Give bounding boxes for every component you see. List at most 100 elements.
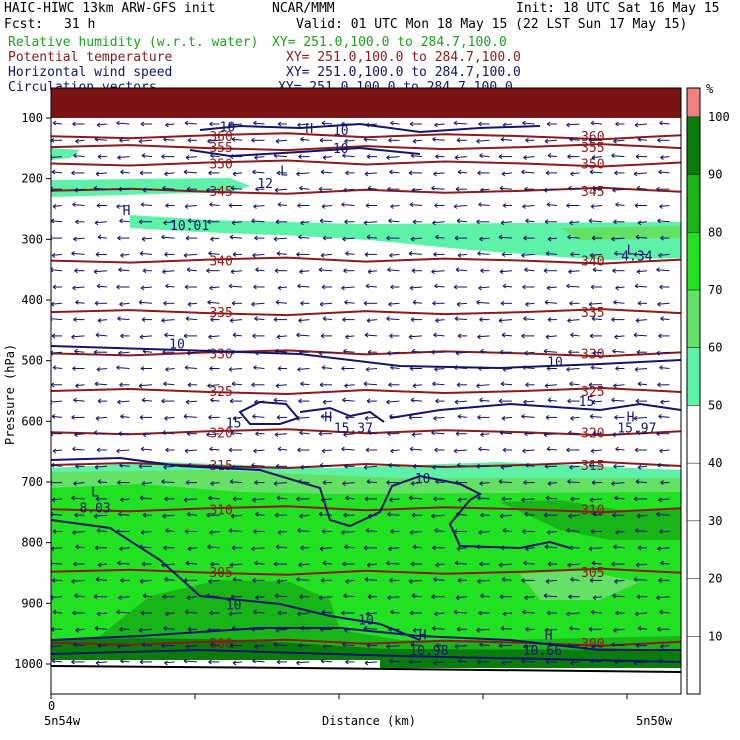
wind-vector — [589, 413, 603, 419]
wind-vector — [408, 250, 423, 256]
wind-vector — [408, 659, 422, 665]
wind-vector — [342, 153, 355, 159]
wind-vector — [96, 611, 108, 617]
wind-vector — [390, 609, 400, 615]
wind-vector — [659, 204, 670, 209]
wind-vector — [165, 122, 175, 128]
wind-vector — [363, 545, 377, 551]
wind-vector — [567, 234, 580, 240]
wind-vector — [657, 301, 670, 307]
y-tick-label: 400 — [21, 293, 43, 307]
wind-vector — [365, 447, 377, 453]
wind-vector — [321, 204, 333, 209]
wind-vector — [568, 513, 580, 519]
distance-axis: 0 5n54w 5n50w Distance (km) — [44, 694, 673, 728]
wind-vector — [525, 382, 535, 388]
wind-vector — [322, 155, 333, 161]
wind-vector — [592, 350, 603, 356]
wind-vector — [659, 120, 670, 126]
wind-vector — [570, 332, 580, 338]
theta-contour-label: 340 — [209, 255, 232, 270]
wind-vector — [118, 431, 130, 437]
wind-vector — [390, 529, 400, 534]
wind-vector — [165, 611, 175, 617]
wind-vector — [209, 530, 220, 535]
wind-vector — [251, 546, 265, 552]
wind-vector — [251, 301, 265, 307]
wind-vector — [344, 138, 355, 144]
wind-vector — [525, 626, 535, 632]
wind-vector — [633, 251, 647, 257]
wind-vector — [615, 285, 625, 291]
wind-vector — [611, 642, 625, 648]
wind-vector — [498, 318, 513, 324]
theta-contour-label: 335 — [581, 306, 604, 321]
wind-vector — [390, 120, 400, 126]
wind-vector — [633, 415, 648, 421]
wind-vector — [633, 332, 648, 338]
wind-vector — [476, 627, 490, 633]
wind-vector — [52, 365, 63, 370]
wind-vector — [524, 431, 535, 437]
wind-vector — [637, 381, 648, 387]
wind-vector — [432, 464, 445, 470]
wind-vector — [386, 480, 400, 486]
wind-vector — [636, 430, 648, 436]
wind-vector — [633, 576, 648, 582]
wind-vector — [251, 137, 265, 143]
wind-vector — [186, 350, 198, 356]
wind-vector — [185, 480, 197, 486]
y-tick-label: 300 — [21, 232, 43, 246]
wind-vector — [589, 252, 603, 258]
wind-vector — [365, 283, 378, 289]
wind-vector — [207, 219, 220, 225]
wind-vector — [297, 611, 310, 617]
wind-vector — [611, 481, 625, 487]
wind-vector — [591, 480, 602, 486]
wind-vector — [228, 367, 243, 372]
wind-vector — [209, 446, 220, 452]
wind-vector — [276, 495, 288, 501]
wind-vector — [590, 448, 603, 454]
wind-vector — [165, 283, 175, 289]
wind-vector — [566, 283, 580, 289]
theta-contour-label: 345 — [209, 185, 232, 200]
y-tick-label: 100 — [21, 111, 43, 125]
wind-vector — [230, 513, 243, 519]
wind-vector — [255, 431, 265, 437]
wind-vector — [412, 463, 422, 469]
wind-vector — [388, 546, 400, 552]
wind-vector — [365, 611, 378, 617]
wind-vector — [612, 593, 625, 599]
wind-vector — [656, 431, 670, 437]
wind-vector — [299, 185, 310, 191]
wind-vector — [500, 300, 512, 306]
wind-vector — [342, 236, 355, 242]
wind-vector — [296, 332, 310, 338]
wind-vector — [95, 660, 108, 666]
theta-contour-line — [51, 159, 681, 168]
wind-vector — [318, 511, 333, 517]
wind-vector — [476, 383, 490, 389]
wind-vector — [523, 480, 535, 486]
wind-vector — [51, 252, 63, 258]
wind-vector — [208, 250, 220, 256]
wind-vector — [161, 234, 175, 240]
wind-vector — [546, 610, 557, 616]
wind-vector — [186, 431, 197, 437]
theta-contour-label: 350 — [581, 158, 604, 173]
wind-speed-label: 10.98 — [409, 644, 448, 659]
wind-vector — [408, 170, 422, 176]
wind-vector — [118, 267, 130, 273]
wind-vector — [547, 317, 557, 323]
wind-vector — [164, 332, 175, 338]
wind-vector — [660, 480, 670, 486]
wind-vector — [163, 136, 175, 142]
wind-vector — [119, 218, 130, 224]
wind-vector — [210, 317, 220, 323]
wind-vector — [589, 497, 603, 503]
wind-vector — [524, 186, 535, 192]
wind-vector — [276, 334, 288, 340]
wind-vector — [119, 626, 130, 632]
field-xy-rh: XY= 251.0,100.0 to 284.7,100.0 — [272, 35, 507, 50]
